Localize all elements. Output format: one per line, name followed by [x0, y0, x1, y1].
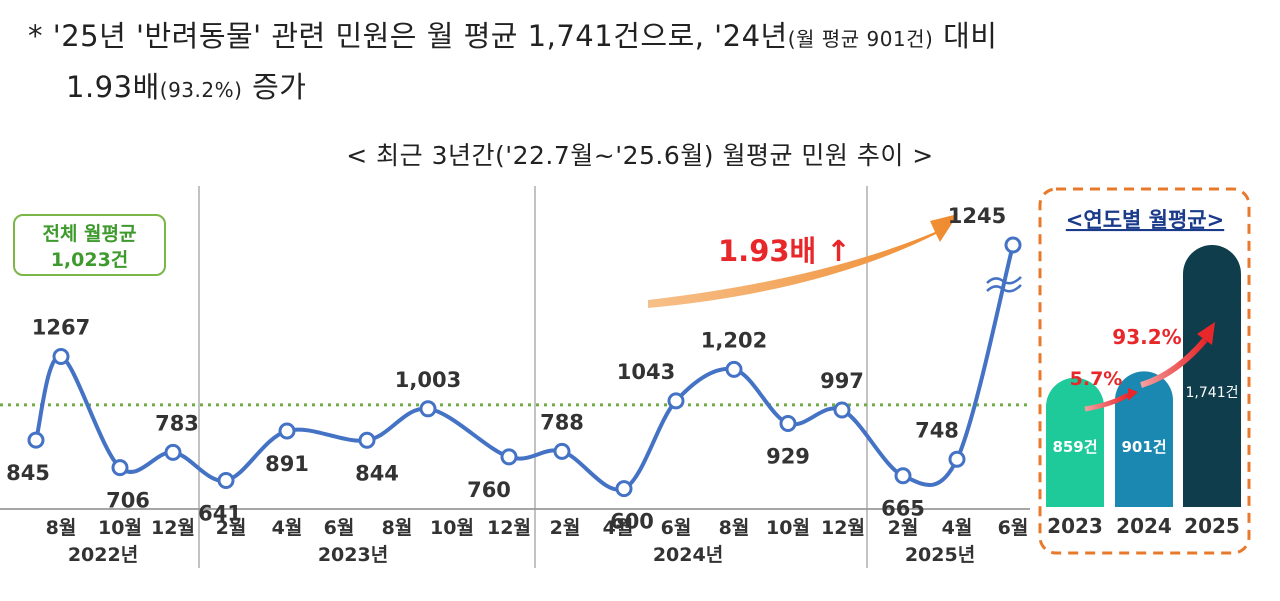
x-tick-label: 10월	[766, 517, 810, 539]
bar-value-label: 1,741건	[1186, 385, 1239, 401]
data-point	[948, 450, 966, 468]
year-label: 2023년	[318, 544, 388, 566]
data-label: 1245	[948, 204, 1006, 228]
data-point	[894, 467, 912, 485]
bar-category-label: 2024	[1116, 514, 1172, 538]
data-label: 844	[355, 461, 399, 485]
data-point	[52, 348, 70, 366]
chart-title: < 최근 3년간('22.7월~'25.6월) 월평균 민원 추이 >	[346, 141, 934, 170]
data-label: 891	[265, 452, 309, 476]
overall-average-value: 1,023건	[50, 249, 129, 271]
growth-arrow-2025	[1140, 338, 1208, 388]
summary-note: * '25년 '반려동물' 관련 민원은 월 평균 1,741건으로, '24년…	[28, 12, 997, 114]
yearly-average-box	[1038, 187, 1251, 555]
x-tick-label: 12월	[151, 517, 195, 539]
x-tick-label: 8월	[719, 517, 750, 539]
axis-break-mark	[986, 276, 1022, 285]
x-tick-label: 6월	[324, 517, 355, 539]
data-label: 788	[540, 410, 584, 434]
growth-ratio-label: 1.93배 ↑	[718, 234, 851, 268]
data-label: 665	[881, 497, 925, 521]
x-tick-label: 4월	[942, 517, 973, 539]
note-line2: 1.93배(93.2%) 증가	[28, 63, 997, 114]
x-tick-label: 10월	[98, 517, 142, 539]
data-label: 1,202	[701, 328, 767, 352]
bar-category-label: 2025	[1184, 514, 1240, 538]
note-line1-tail: 대비	[933, 19, 998, 53]
data-point	[1004, 236, 1022, 254]
data-label: 783	[155, 411, 199, 435]
data-point	[833, 401, 851, 419]
x-tick-label: 2월	[888, 517, 919, 539]
data-label: 641	[198, 501, 242, 525]
bar-value-label: 901건	[1121, 438, 1166, 456]
data-point	[725, 360, 743, 378]
year-label: 2024년	[653, 544, 723, 566]
trend-line	[34, 244, 1015, 492]
data-point	[667, 392, 685, 410]
data-label: 845	[6, 461, 50, 485]
data-point	[27, 431, 45, 449]
overall-average-label: 전체 월평균	[42, 223, 137, 245]
data-label: 600	[610, 510, 654, 534]
x-tick-label: 12월	[821, 517, 865, 539]
x-tick-label: 6월	[998, 517, 1029, 539]
data-label: 1,003	[395, 368, 461, 392]
x-tick-label: 8월	[46, 517, 77, 539]
note-line1-paren: (월 평균 901건)	[787, 27, 934, 51]
data-point	[111, 459, 129, 477]
data-point	[615, 480, 633, 498]
data-label: 1043	[617, 360, 675, 384]
yearly-average-title: <연도별 월평균>	[1066, 208, 1224, 232]
x-tick-label: 6월	[661, 517, 692, 539]
x-tick-label: 2월	[216, 517, 247, 539]
year-bar	[1115, 371, 1173, 507]
data-label: 997	[820, 369, 864, 393]
x-tick-label: 4월	[603, 517, 634, 539]
data-point	[553, 442, 571, 460]
note-line2-tail: 증가	[242, 70, 307, 104]
year-bar	[1183, 245, 1241, 507]
growth-arrow-2024	[1084, 392, 1130, 412]
data-point	[217, 471, 235, 489]
x-tick-label: 2월	[550, 517, 581, 539]
bullet-mark: *	[28, 19, 43, 53]
data-point	[164, 443, 182, 461]
bar-category-label: 2023	[1047, 514, 1103, 538]
data-label: 748	[915, 418, 959, 442]
axis-break-mark	[986, 284, 1022, 293]
x-tick-label: 8월	[382, 517, 413, 539]
bar-value-label: 859건	[1052, 438, 1097, 456]
growth-label-2025: 93.2%	[1112, 325, 1181, 349]
data-label: 706	[106, 489, 150, 513]
note-line2-paren: (93.2%)	[159, 78, 243, 102]
data-point	[358, 431, 376, 449]
year-label: 2025년	[905, 544, 975, 566]
note-line2-ratio: 1.93배	[66, 70, 160, 104]
growth-arrow-head	[1197, 322, 1215, 345]
year-label: 2022년	[68, 544, 138, 566]
data-label: 760	[467, 478, 511, 502]
growth-label-2024: 5.7%	[1070, 368, 1123, 390]
data-point	[419, 400, 437, 418]
overall-average-badge: 전체 월평균 1,023건	[13, 214, 166, 276]
data-label: 1267	[32, 316, 90, 340]
data-point	[500, 448, 518, 466]
x-tick-label: 10월	[430, 517, 474, 539]
data-label: 929	[766, 444, 810, 468]
growth-arrow	[648, 214, 958, 308]
growth-arrow-head	[1128, 388, 1138, 401]
data-point	[779, 414, 797, 432]
x-tick-label: 4월	[272, 517, 303, 539]
data-point	[278, 422, 296, 440]
x-tick-label: 12월	[487, 517, 531, 539]
note-line1-main: '25년 '반려동물' 관련 민원은 월 평균 1,741건으로, '24년	[52, 19, 788, 53]
